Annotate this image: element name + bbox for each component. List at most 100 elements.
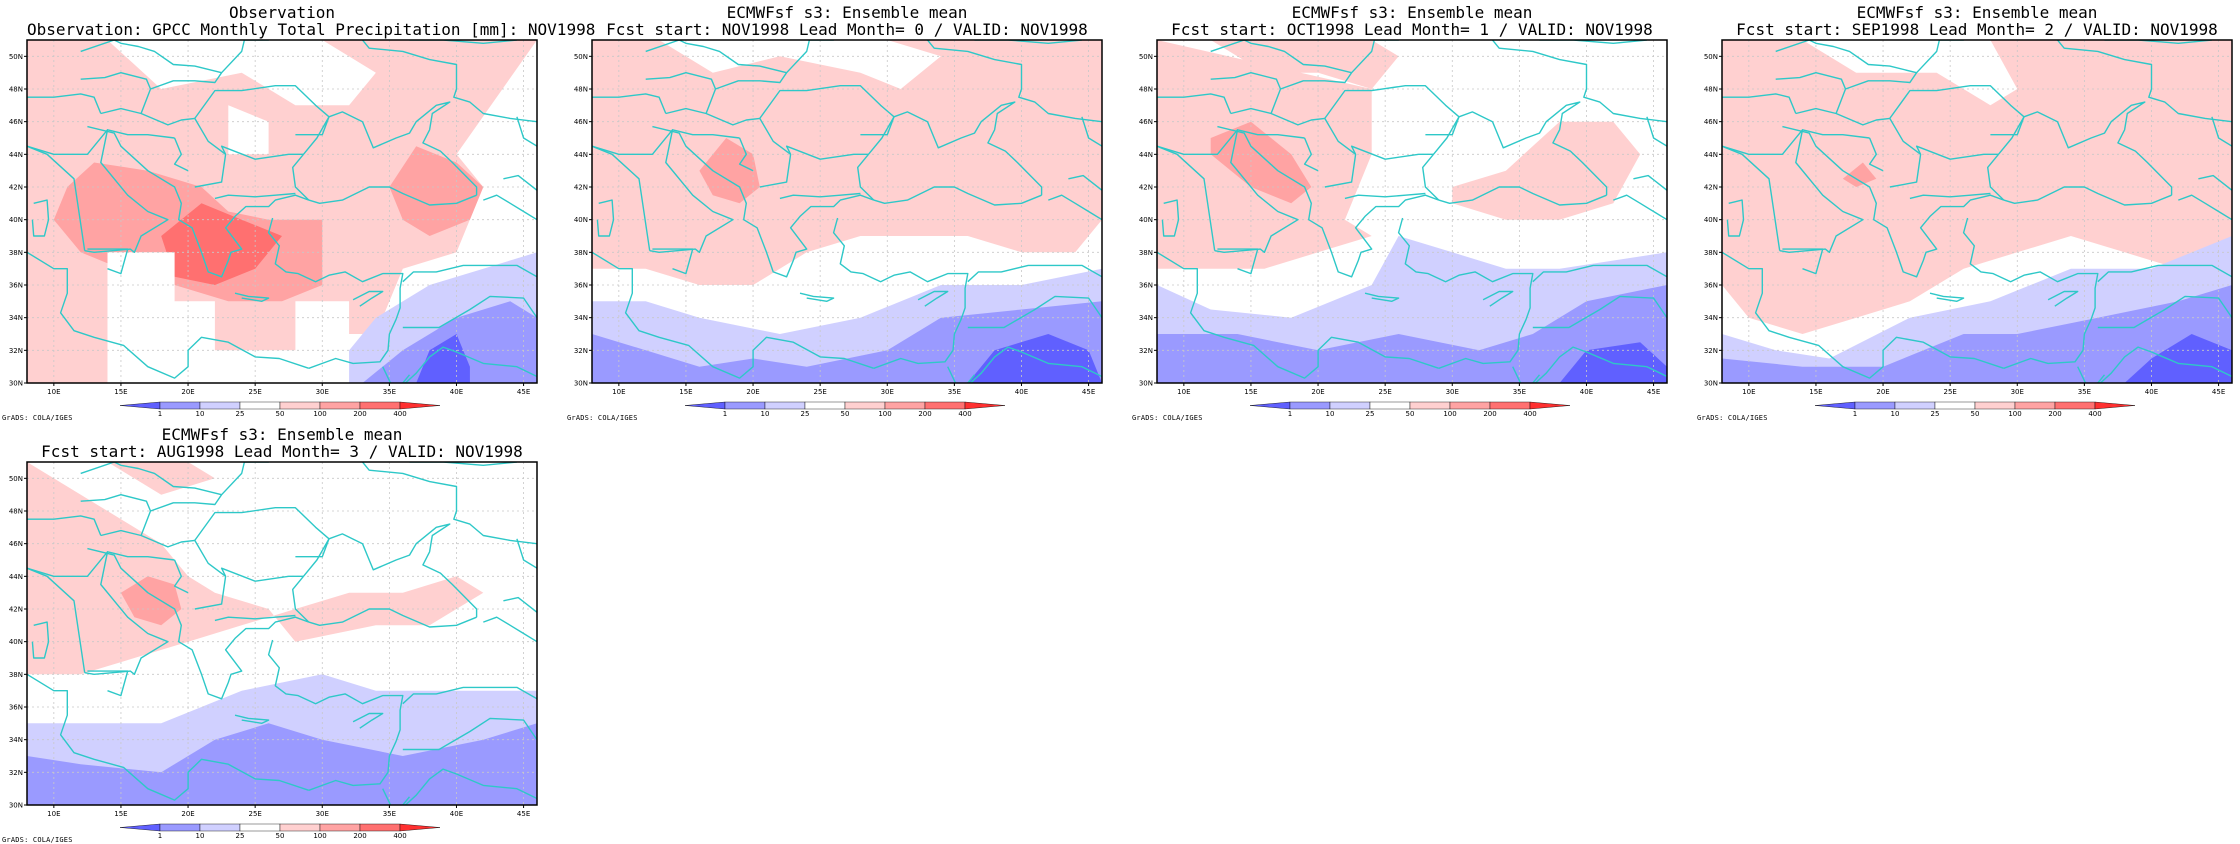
coastline bbox=[1533, 346, 1667, 383]
lat-tick-label: 36N bbox=[1704, 282, 1718, 290]
coastline bbox=[409, 462, 517, 466]
coastline bbox=[31, 621, 50, 659]
panel-title: ECMWFsf s3: Ensemble mean bbox=[161, 425, 403, 444]
coastline bbox=[107, 551, 175, 561]
coastline bbox=[705, 40, 811, 114]
map-panel-lead3: ECMWFsf s3: Ensemble mean Fcst start: AU… bbox=[0, 422, 550, 844]
coastline bbox=[483, 194, 537, 221]
coastline bbox=[80, 71, 152, 90]
precip-region bbox=[161, 203, 282, 285]
colorbar-segment bbox=[199, 823, 241, 832]
precip-region bbox=[120, 576, 182, 626]
lat-tick-label: 50N bbox=[9, 53, 23, 61]
coastline bbox=[292, 523, 478, 623]
lat-tick-label: 46N bbox=[9, 540, 23, 548]
coastline bbox=[759, 145, 869, 188]
colorbar-segment bbox=[1974, 401, 2016, 410]
coastline bbox=[1157, 129, 1299, 254]
coastline bbox=[2003, 186, 2172, 206]
precip-region bbox=[967, 334, 1102, 383]
lon-tick-label: 20E bbox=[1876, 388, 1889, 396]
coastline bbox=[832, 217, 969, 369]
coastline bbox=[1397, 217, 1534, 369]
grads-credit: GrADS: COLA/IGES bbox=[567, 414, 638, 422]
coastline bbox=[1081, 116, 1102, 147]
lat-tick-label: 34N bbox=[1704, 314, 1718, 322]
lat-tick-label: 36N bbox=[9, 704, 23, 712]
coastline bbox=[27, 129, 169, 254]
grads-credit: GrADS: COLA/IGES bbox=[1697, 414, 1768, 422]
coastline bbox=[1633, 174, 1667, 191]
coastline bbox=[759, 84, 895, 155]
colorbar: 1 10 25 50 100 200 400 bbox=[684, 401, 1006, 416]
coastline bbox=[244, 40, 271, 41]
coastline bbox=[140, 462, 246, 536]
coastline bbox=[1237, 129, 1305, 139]
lat-tick-label: 40N bbox=[9, 216, 23, 224]
colorbar-segment bbox=[1449, 401, 1491, 410]
coastline bbox=[292, 101, 478, 201]
lat-tick-label: 44N bbox=[9, 151, 23, 159]
lon-tick-label: 45E bbox=[1082, 388, 1095, 396]
colorbar-segment bbox=[2014, 401, 2056, 410]
lon-tick-label: 10E bbox=[47, 810, 60, 818]
colorbar-label: 10 bbox=[196, 410, 205, 416]
colorbar-segment bbox=[1529, 401, 1571, 410]
colorbar-label: 100 bbox=[1443, 410, 1456, 416]
panel-title: ECMWFsf s3: Ensemble mean bbox=[726, 3, 968, 22]
coastline bbox=[1539, 40, 1647, 44]
lon-tick-label: 30E bbox=[316, 388, 329, 396]
colorbar-segment bbox=[924, 401, 966, 410]
colorbar-segment bbox=[359, 401, 401, 410]
coastline bbox=[27, 251, 310, 379]
colorbar-label: 1 bbox=[723, 410, 727, 416]
coastline bbox=[516, 538, 537, 569]
lon-tick-label: 40E bbox=[2145, 388, 2158, 396]
coastline bbox=[1324, 84, 1460, 155]
colorbar-label: 50 bbox=[1406, 410, 1415, 416]
lon-tick-label: 25E bbox=[248, 388, 261, 396]
lat-tick-label: 38N bbox=[1139, 249, 1153, 257]
lon-tick-label: 35E bbox=[1513, 388, 1526, 396]
map-frame bbox=[591, 39, 1103, 384]
map-panel-lead1: ECMWFsf s3: Ensemble mean Fcst start: OC… bbox=[1130, 0, 1680, 422]
coastline bbox=[194, 145, 304, 188]
coastline bbox=[27, 551, 169, 676]
colorbar-label: 100 bbox=[2008, 410, 2021, 416]
coastline bbox=[403, 768, 537, 805]
lat-tick-label: 46N bbox=[574, 118, 588, 126]
coastline bbox=[100, 107, 195, 126]
colorbar-segment bbox=[119, 823, 161, 832]
lon-tick-label: 35E bbox=[2078, 388, 2091, 396]
lon-tick-label: 45E bbox=[2212, 388, 2225, 396]
lat-tick-label: 48N bbox=[9, 86, 23, 94]
lon-tick-label: 45E bbox=[1647, 388, 1660, 396]
coastline bbox=[665, 107, 760, 126]
map-panel-lead0: ECMWFsf s3: Ensemble mean Fcst start: NO… bbox=[565, 0, 1115, 422]
colorbar-label: 1 bbox=[1288, 410, 1292, 416]
coastline bbox=[1068, 174, 1102, 191]
colorbar-segment bbox=[1369, 401, 1411, 410]
coastline bbox=[27, 93, 102, 114]
colorbar-segment bbox=[1854, 401, 1896, 410]
colorbar-segment bbox=[1894, 401, 1936, 410]
coastline bbox=[1425, 116, 1460, 136]
coastline bbox=[295, 116, 330, 136]
coastline bbox=[1782, 248, 1824, 275]
coastline bbox=[947, 366, 976, 383]
lat-tick-label: 36N bbox=[1139, 282, 1153, 290]
colorbar-segment bbox=[964, 401, 1006, 410]
coastline bbox=[87, 125, 310, 278]
lat-tick-label: 40N bbox=[9, 638, 23, 646]
lat-tick-label: 44N bbox=[574, 151, 588, 159]
colorbar-segment bbox=[884, 401, 926, 410]
map-panel-observation: Observation Observation: GPCC Monthly To… bbox=[0, 0, 596, 423]
lon-tick-label: 40E bbox=[450, 810, 463, 818]
colorbar-label: 100 bbox=[313, 410, 326, 416]
coastline bbox=[1512, 366, 1541, 383]
precip-region bbox=[27, 723, 537, 805]
panel-subtitle: Observation: GPCC Monthly Total Precipit… bbox=[27, 20, 596, 39]
coastline bbox=[361, 462, 537, 545]
lat-tick-label: 30N bbox=[9, 380, 23, 388]
coastline bbox=[1491, 40, 1667, 123]
